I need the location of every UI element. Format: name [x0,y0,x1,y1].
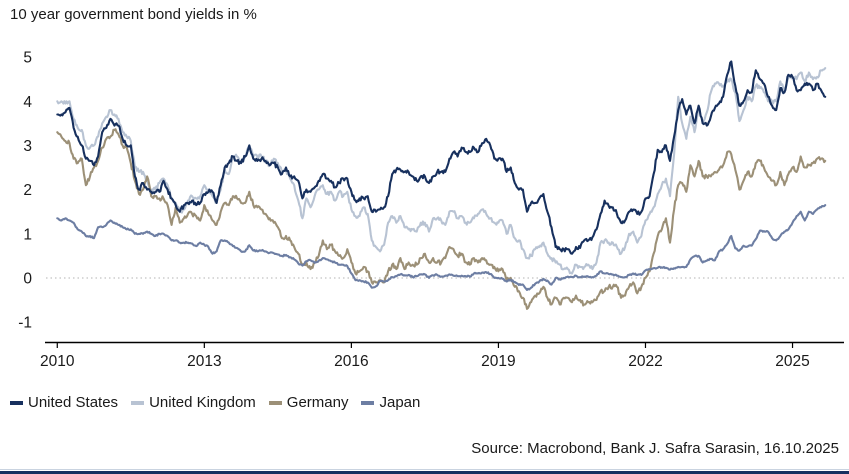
x-tick-label: 2010 [40,353,75,370]
legend: United States United Kingdom Germany Japan [10,394,433,411]
y-tick-label: 4 [23,94,32,111]
legend-swatch-icon [268,400,282,405]
x-tick-label: 2019 [481,353,515,370]
y-tick-label: -1 [18,315,32,332]
chart-title: 10 year government bond yields in % [10,6,257,23]
y-tick-label: 5 [23,50,32,67]
legend-swatch-icon [131,400,145,405]
legend-item-japan: Japan [361,394,420,411]
legend-swatch-icon [361,400,375,405]
y-tick-label: 0 [23,270,32,287]
y-tick-label: 1 [23,226,32,243]
x-tick-label: 2016 [334,353,368,370]
legend-item-germany: Germany [268,394,349,411]
x-tick-label: 2025 [775,353,809,370]
legend-label: Japan [379,394,421,411]
y-tick-label: 3 [23,138,32,155]
legend-item-united-states: United States [10,394,118,411]
footer-accent-line [0,469,849,470]
legend-item-united-kingdom: United Kingdom [131,394,256,411]
series-line-germany [56,128,827,310]
footer-accent-bar [0,471,849,474]
series-line-japan [56,204,827,291]
source-attribution: Source: Macrobond, Bank J. Safra Sarasin… [471,440,839,457]
legend-label: Germany [286,394,349,411]
yield-chart: -1 0 1 2 3 4 5 2010 2013 2016 2019 2022 2025 [18,50,844,370]
legend-label: United Kingdom [149,394,256,411]
legend-swatch-icon [10,400,23,405]
series-line-united-kingdom [56,67,827,275]
y-tick-label: 2 [23,182,32,199]
series-line-united-states [56,60,827,255]
x-tick-label: 2022 [628,353,662,370]
legend-label: United States [28,394,119,411]
x-tick-label: 2013 [187,353,221,370]
